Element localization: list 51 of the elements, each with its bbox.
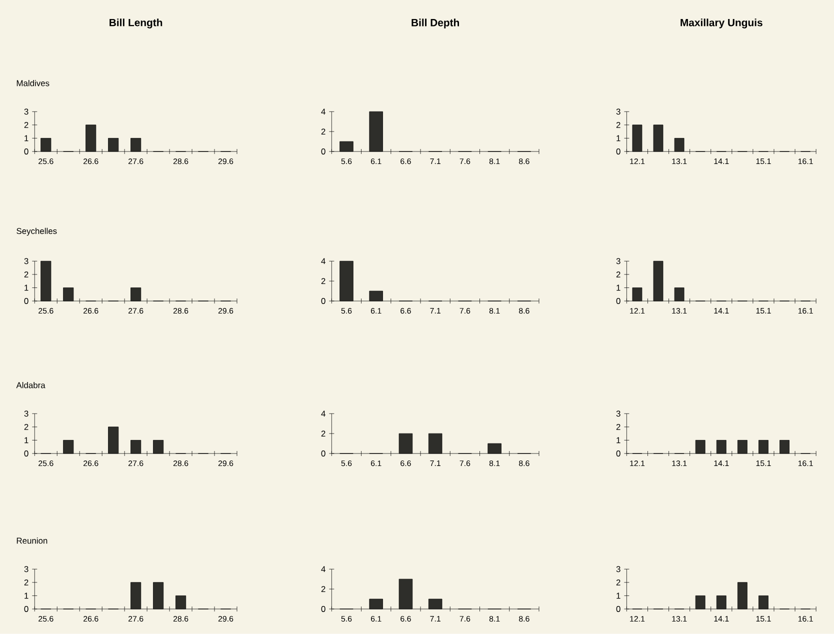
y-tick-label: 0: [24, 148, 28, 155]
y-tick-label: 2: [616, 122, 620, 128]
y-tick-label: 0: [321, 606, 326, 612]
y-tick-label: 1: [24, 592, 28, 599]
chart-title: Bill Length: [110, 18, 162, 28]
y-tick-label: 4: [321, 108, 326, 115]
y-tick-label: 2: [321, 278, 326, 284]
y-tick-label: 2: [24, 580, 28, 586]
y-tick-label: 0: [321, 298, 326, 304]
y-tick-label: 3: [24, 108, 28, 115]
y-tick-label: 0: [321, 450, 326, 457]
y-tick-label: 3: [24, 258, 28, 264]
y-tick-label: 3: [24, 410, 28, 417]
y-tick-label: 1: [616, 284, 620, 291]
y-tick-label: 0: [321, 148, 326, 155]
y-tick-label: 1: [24, 284, 28, 291]
y-tick-label: 0: [24, 450, 28, 457]
chart-subtitle: Aldabra: [16, 382, 46, 388]
y-tick-label: 0: [24, 606, 28, 612]
chart-title: Bill Depth: [412, 18, 459, 28]
y-tick-label: 0: [24, 298, 28, 304]
y-tick-label: 2: [321, 586, 326, 592]
y-tick-label: 2: [616, 580, 620, 586]
y-tick-label: 4: [321, 258, 326, 264]
y-tick-label: 1: [616, 135, 620, 142]
y-tick-label: 0: [616, 450, 620, 457]
y-tick-label: 0: [616, 606, 620, 612]
y-tick-label: 0: [616, 298, 620, 304]
chart-title: Maxillary Unguis: [680, 18, 762, 28]
y-tick-label: 2: [24, 122, 28, 128]
y-tick-label: 1: [616, 592, 620, 599]
y-tick-label: 3: [616, 410, 620, 417]
chart-subtitle: Seychelles: [16, 228, 57, 236]
y-tick-label: 3: [616, 566, 620, 572]
y-tick-label: 3: [616, 258, 620, 264]
y-tick-label: 2: [321, 128, 326, 135]
chart-subtitle: Maldives: [16, 80, 50, 86]
y-tick-label: 3: [616, 108, 620, 115]
y-tick-label: 3: [24, 566, 28, 572]
y-tick-label: 1: [24, 135, 28, 142]
y-tick-label: 4: [321, 410, 326, 417]
y-tick-label: 2: [616, 272, 620, 278]
y-tick-label: 2: [24, 272, 28, 278]
y-tick-label: 4: [321, 566, 326, 572]
y-tick-label: 2: [321, 430, 326, 437]
y-tick-label: 0: [616, 148, 620, 155]
y-tick-label: 2: [24, 424, 28, 430]
y-tick-label: 1: [24, 437, 28, 444]
y-tick-label: 1: [616, 437, 620, 444]
chart-subtitle: Reunion: [16, 538, 48, 544]
y-tick-label: 2: [616, 424, 620, 430]
